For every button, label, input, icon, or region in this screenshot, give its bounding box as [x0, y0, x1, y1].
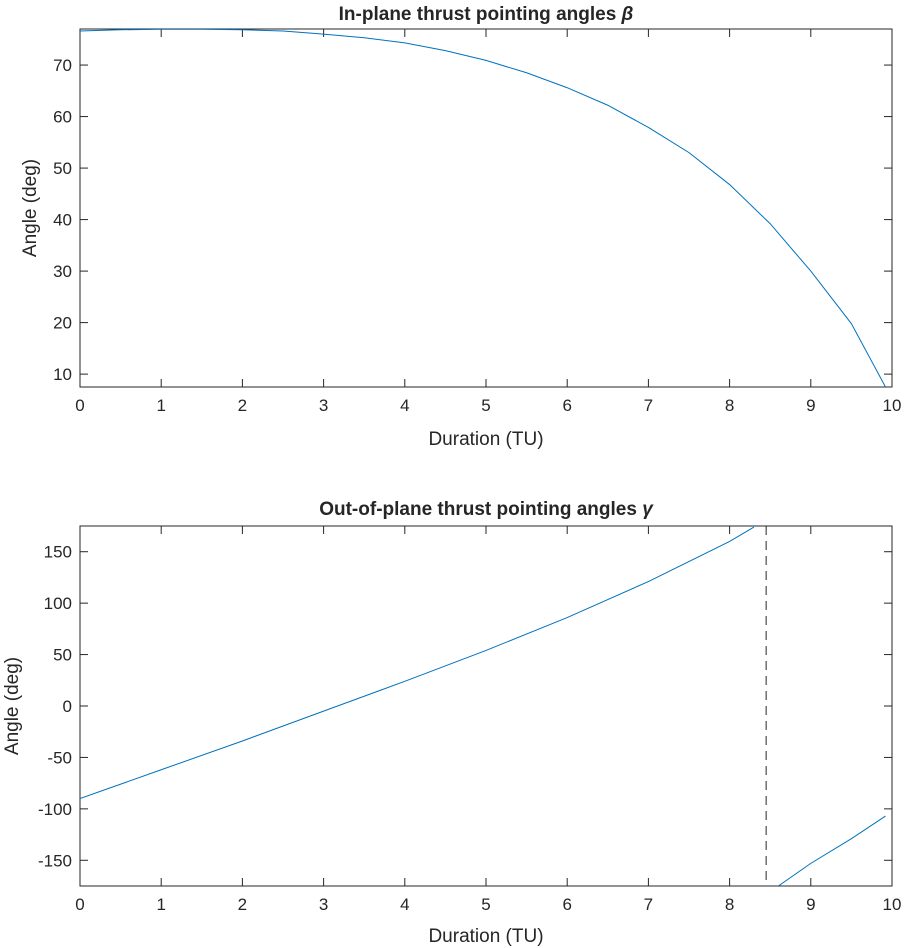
series-line-segment-1 [80, 526, 755, 800]
axes-frame [79, 28, 893, 388]
y-tick-label: 0 [63, 697, 72, 716]
x-tick-label: 5 [481, 895, 490, 914]
y-axis-label-in-plane: Angle (deg) [20, 159, 41, 257]
y-tick-label: 20 [53, 314, 72, 333]
y-tick-label: 70 [53, 56, 72, 75]
x-tick-label: 3 [319, 895, 328, 914]
x-tick-label: 7 [644, 895, 653, 914]
y-tick-label: -50 [47, 748, 72, 767]
y-tick-label: 60 [53, 108, 72, 127]
y-tick-label: -150 [38, 851, 72, 870]
x-tick-label: 4 [400, 396, 409, 415]
x-tick-label: 9 [806, 895, 815, 914]
x-tick-label: 9 [806, 396, 815, 415]
x-tick-label: 3 [319, 396, 328, 415]
y-tick-label: 10 [53, 365, 72, 384]
x-tick-label: 1 [156, 895, 165, 914]
chart-panel-out-of-plane: Out-of-plane thrust pointing angles γ Du… [2, 499, 901, 947]
chart-title-out-of-plane: Out-of-plane thrust pointing angles γ [319, 499, 654, 520]
x-axis-label-out-of-plane: Duration (TU) [428, 926, 543, 947]
x-tick-label: 2 [238, 396, 247, 415]
y-tick-label: 40 [53, 211, 72, 230]
x-tick-label: 8 [725, 396, 734, 415]
x-tick-label: 7 [644, 396, 653, 415]
chart-panel-in-plane: In-plane thrust pointing angles β Durati… [20, 4, 901, 450]
x-tick-label: 10 [883, 396, 902, 415]
y-tick-label: 150 [44, 543, 72, 562]
x-tick-label: 0 [75, 895, 84, 914]
y-axis-label-out-of-plane: Angle (deg) [2, 657, 23, 755]
x-tick-label: 4 [400, 895, 409, 914]
x-tick-label: 2 [238, 895, 247, 914]
series-line-segment-1 [80, 29, 886, 387]
series-line-segment-2 [778, 815, 886, 886]
chart-title-in-plane: In-plane thrust pointing angles β [339, 4, 634, 25]
x-tick-label: 8 [725, 895, 734, 914]
y-tick-label: -100 [38, 800, 72, 819]
y-tick-label: 50 [53, 646, 72, 665]
x-tick-label: 5 [481, 396, 490, 415]
x-tick-label: 10 [883, 895, 902, 914]
x-tick-label: 1 [156, 396, 165, 415]
y-tick-label: 100 [44, 594, 72, 613]
y-tick-label: 50 [53, 159, 72, 178]
x-tick-label: 0 [75, 396, 84, 415]
x-tick-label: 6 [562, 396, 571, 415]
x-axis-label-in-plane: Duration (TU) [428, 429, 543, 450]
axes-frame [79, 525, 893, 887]
x-tick-label: 6 [562, 895, 571, 914]
y-tick-label: 30 [53, 262, 72, 281]
